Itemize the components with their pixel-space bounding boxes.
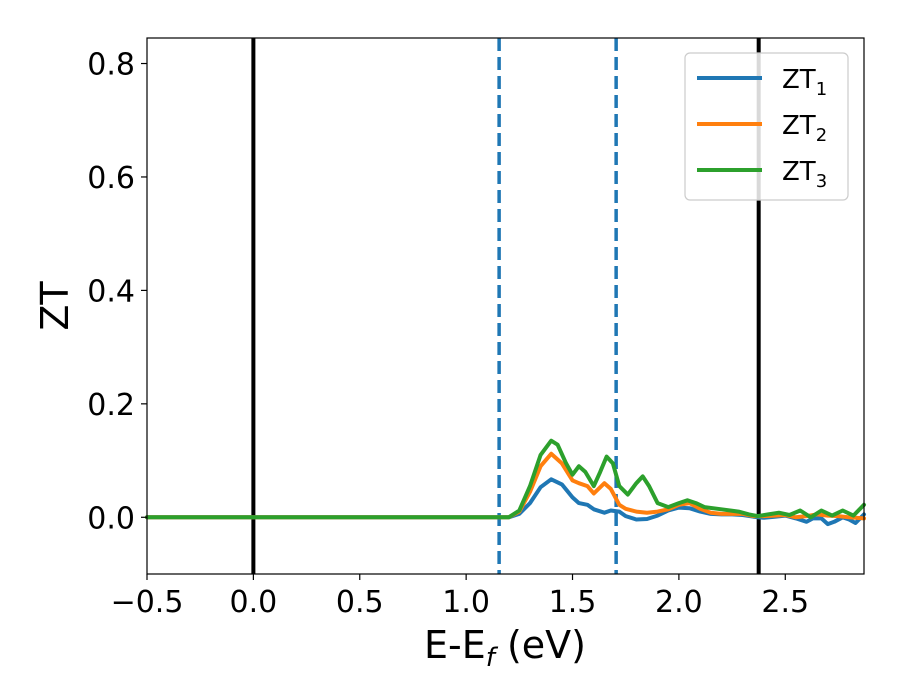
x-tick-label: 1.5 xyxy=(549,585,597,620)
series-line-zt3 xyxy=(145,438,866,520)
x-tick-label: 0.5 xyxy=(336,585,384,620)
x-axis-label: E-Ef (eV) xyxy=(424,623,586,673)
legend-label-zt3: ZT3 xyxy=(782,157,827,192)
x-tick-label: −0.5 xyxy=(111,585,184,620)
y-tick-label: 0.2 xyxy=(87,388,135,423)
y-axis-label: ZT xyxy=(33,281,77,331)
x-tick-label: 2.5 xyxy=(761,585,809,620)
vertical-reference-lines xyxy=(251,38,761,574)
x-tick-label: 0.0 xyxy=(230,585,278,620)
legend: ZT1 ZT2 ZT3 xyxy=(684,52,849,201)
series-line-zt2 xyxy=(145,451,866,521)
legend-box xyxy=(684,52,849,201)
x-tick-label: 2.0 xyxy=(655,585,703,620)
x-axis-ticks: −0.5 0.0 0.5 1.0 1.5 2.0 2.5 xyxy=(111,574,809,620)
series-line-zt1 xyxy=(145,477,866,527)
y-tick-label: 0.4 xyxy=(87,274,135,309)
y-tick-label: 0.8 xyxy=(87,48,135,83)
x-axis-label-main: E-E xyxy=(424,623,486,667)
x-tick-label: 1.0 xyxy=(442,585,490,620)
y-tick-label: 0.0 xyxy=(87,501,135,536)
y-tick-label: 0.6 xyxy=(87,161,135,196)
legend-label-zt2: ZT2 xyxy=(782,111,827,146)
plot-frame xyxy=(146,37,865,575)
legend-label-zt1: ZT1 xyxy=(782,65,827,100)
series-layer xyxy=(145,438,866,527)
y-axis-ticks: 0.0 0.2 0.4 0.6 0.8 xyxy=(87,48,147,536)
x-axis-label-unit: (eV) xyxy=(495,623,586,667)
